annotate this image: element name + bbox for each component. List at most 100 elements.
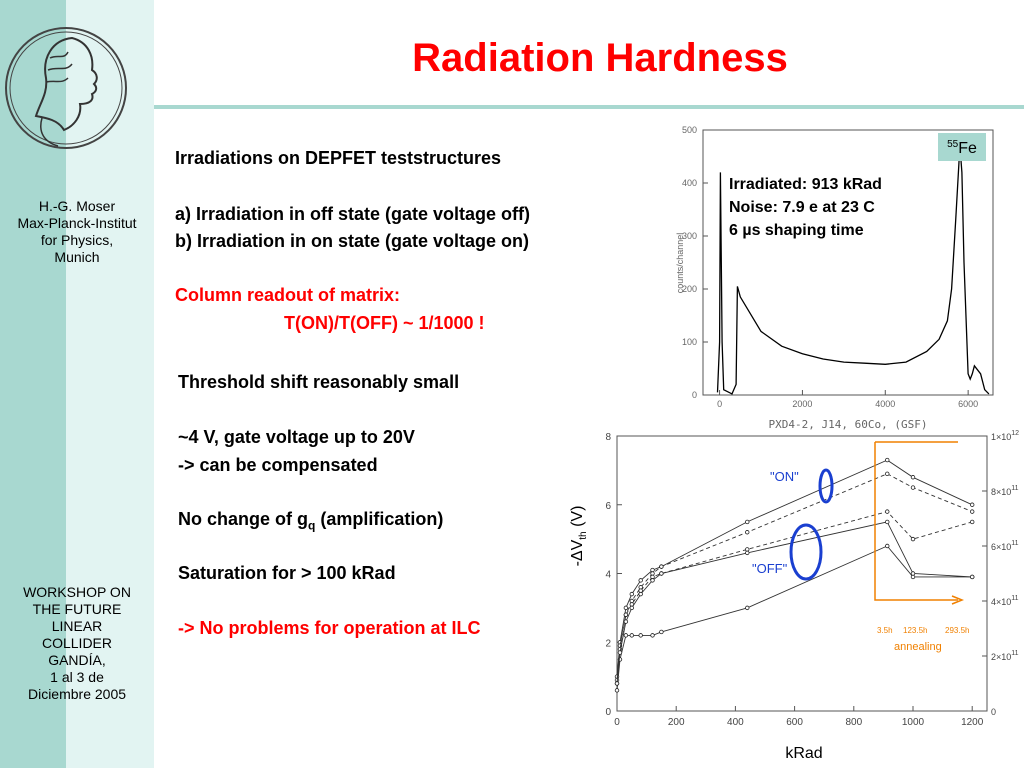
plot-data-point xyxy=(970,519,975,525)
plot-data-point xyxy=(885,471,890,477)
plot-series-line xyxy=(616,521,973,684)
plot-ylabel-main: -ΔV xyxy=(569,539,586,566)
plot-ylabel: -ΔVth (V) xyxy=(569,506,589,567)
workshop-line: COLLIDER xyxy=(41,635,113,651)
plot-data-point xyxy=(659,564,664,569)
on-state-marker xyxy=(818,468,834,504)
anneal-time: 3.5h xyxy=(877,626,893,635)
spectrum-xtick-label: 2000 xyxy=(792,399,812,409)
spectrum-ytick-label: 300 xyxy=(682,231,697,241)
author-city: Munich xyxy=(54,249,100,265)
workshop-block: WORKSHOP ON THE FUTURE LINEAR COLLIDER G… xyxy=(0,584,154,703)
workshop-line: GANDÍA, xyxy=(48,652,106,668)
plot-data-point xyxy=(617,650,623,655)
plot-right-tick-exp: 11 xyxy=(1011,485,1018,492)
plot-xtick-label: 200 xyxy=(668,717,685,728)
plot-data-point xyxy=(745,519,750,525)
spectrum-xtick-label: 4000 xyxy=(875,399,895,409)
gain-text: No change of gq (amplification) xyxy=(178,509,443,533)
workshop-line: 1 al 3 de xyxy=(50,669,104,685)
plot-data-point xyxy=(970,574,975,580)
plot-data-point xyxy=(659,629,664,635)
annealing-bracket xyxy=(874,441,958,601)
plot-data-point xyxy=(910,475,916,480)
spectrum-frame xyxy=(702,129,994,396)
plot-data-point xyxy=(970,502,975,507)
plot-data-point xyxy=(629,633,634,638)
workshop-line: Diciembre 2005 xyxy=(27,686,127,702)
workshop-line: LINEAR xyxy=(51,618,103,634)
plot-data-point xyxy=(885,543,890,549)
plot-ytick-label: 6 xyxy=(605,501,611,512)
plot-series xyxy=(614,457,975,693)
plot-data-point xyxy=(885,509,890,514)
spectrum-ytick-label: 200 xyxy=(682,284,697,294)
compensated-text: -> can be compensated xyxy=(178,455,378,475)
plot-right-tick-label: 4×1011 xyxy=(991,595,1019,607)
plot-xtick-label: 1200 xyxy=(961,717,984,728)
sidebar-band-dark xyxy=(0,0,66,768)
threshold-text: Threshold shift reasonably small xyxy=(178,372,460,392)
plot-xtick-label: 400 xyxy=(727,717,744,728)
plot-data-point xyxy=(745,605,750,611)
author-block: H.-G. Moser Max-Planck-Institut for Phys… xyxy=(0,198,154,266)
spectrum-ytick-label: 500 xyxy=(682,125,697,135)
author-institute-2: for Physics, xyxy=(40,232,114,248)
author-institute: Max-Planck-Institut xyxy=(17,215,137,231)
plot-data-point xyxy=(970,509,975,514)
plot-data-point xyxy=(614,681,620,686)
institute-logo xyxy=(5,27,127,149)
saturation-text: Saturation for > 100 kRad xyxy=(178,563,396,583)
plot-frame xyxy=(616,435,988,712)
isotope-box xyxy=(938,133,986,161)
plot-data-point xyxy=(623,605,629,611)
plot-right-tick-label: 0 xyxy=(991,707,996,717)
title-divider xyxy=(154,105,1024,109)
plot-data-point xyxy=(629,605,634,611)
plot-data-point xyxy=(885,519,890,525)
spectrum-annotation: 6 µs shaping time xyxy=(729,222,864,239)
plot-data-point xyxy=(623,633,629,638)
slide-title: Radiation Hardness xyxy=(412,36,788,80)
plot-ytick-label: 0 xyxy=(605,707,611,718)
plot-ytick-label: 8 xyxy=(605,432,611,443)
spectrum-xtick-label: 6000 xyxy=(958,399,978,409)
spectrum-ticks: 0 2000 4000 6000 0 100 200 300 400 500 xyxy=(682,125,978,409)
plot-data-point xyxy=(910,571,916,576)
plot-right-tick-label: 6×1011 xyxy=(991,540,1019,552)
fe55-spectrum-chart: 0 2000 4000 6000 0 100 200 300 400 500 counts/cha… xyxy=(675,125,994,431)
spectrum-series-line xyxy=(716,145,990,395)
isotope-label: 55Fe xyxy=(947,139,977,157)
spectrum-xlabel: PXD4-2, J14, 60Co, (GSF) xyxy=(769,418,928,431)
plot-right-tick-exp: 11 xyxy=(1011,540,1018,547)
plot-xtick-label: 600 xyxy=(786,717,803,728)
column-readout: Column readout of matrix: xyxy=(175,285,401,305)
spectrum-annotation: Noise: 7.9 e at 23 C xyxy=(729,199,875,216)
plot-right-tick-label: 1×1012 xyxy=(991,430,1019,442)
gain-text-sub: q xyxy=(308,518,316,533)
plot-right-tick-label: 8×1011 xyxy=(991,485,1019,497)
plot-right-tick-label: 2×1011 xyxy=(991,650,1019,662)
plot-right-tick-exp: 12 xyxy=(1011,430,1019,437)
on-state-label: "ON" xyxy=(770,469,799,484)
spectrum-ytick-label: 400 xyxy=(682,178,697,188)
isotope-mass: 55 xyxy=(947,139,959,150)
plot-data-point xyxy=(623,612,629,617)
plot-right-tick-exp: 11 xyxy=(1011,650,1018,657)
anneal-time: 293.5h xyxy=(945,626,969,635)
spectrum-xtick-label: 0 xyxy=(717,399,722,409)
plot-data-point xyxy=(614,688,620,693)
plot-data-point xyxy=(910,485,916,490)
intro-line: Irradiations on DEPFET teststructures xyxy=(175,148,502,168)
item-b: b) Irradiation in on state (gate voltage… xyxy=(175,231,530,251)
plot-data-point xyxy=(638,633,643,638)
plot-data-point xyxy=(638,578,643,583)
plot-data-point xyxy=(623,619,629,624)
workshop-line: THE FUTURE xyxy=(32,601,122,617)
plot-xtick-label: 1000 xyxy=(902,717,925,728)
no-problems-text: -> No problems for operation at ILC xyxy=(178,618,481,638)
plot-data-point xyxy=(638,591,643,597)
author-name: H.-G. Moser xyxy=(38,198,116,214)
plot-ylabel-sub: th xyxy=(578,531,589,539)
plot-data-point xyxy=(659,571,664,576)
